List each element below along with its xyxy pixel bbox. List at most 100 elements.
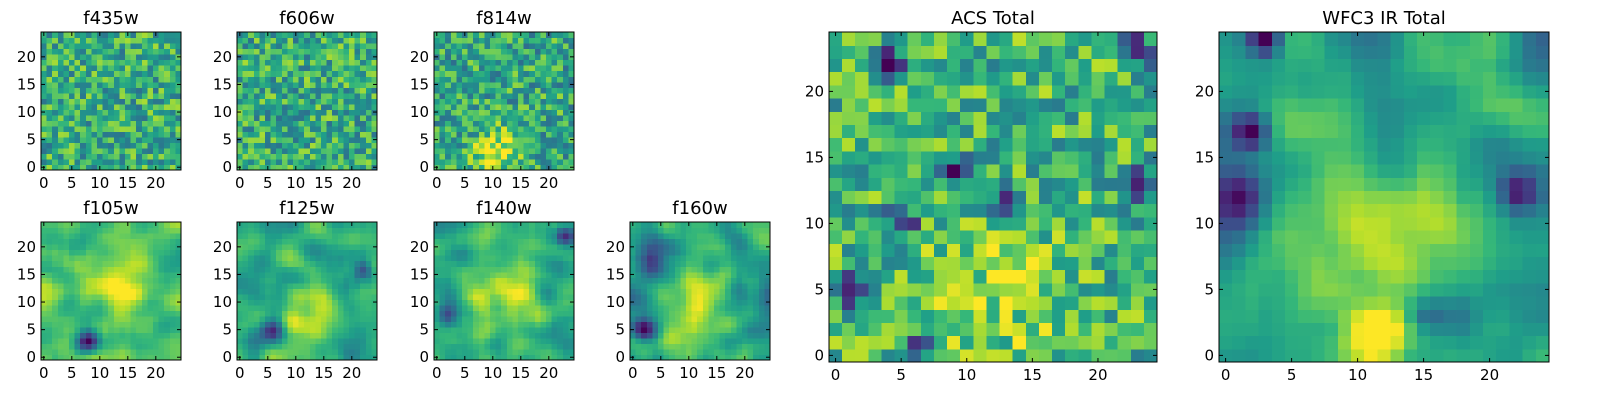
heatmap-cell xyxy=(691,222,698,229)
heatmap-cell xyxy=(439,343,446,350)
heatmap-cell xyxy=(669,321,676,328)
heatmap-cell xyxy=(450,54,457,61)
heatmap-cell xyxy=(719,255,726,262)
heatmap-cell xyxy=(158,92,165,99)
heatmap-cell xyxy=(518,59,525,66)
heatmap-cell xyxy=(298,48,305,55)
heatmap-cell xyxy=(147,282,154,289)
heatmap-cell xyxy=(119,120,126,127)
heatmap-cell xyxy=(478,293,485,300)
heatmap-cell xyxy=(52,32,59,39)
heatmap-cell xyxy=(680,249,687,256)
heatmap-cell xyxy=(484,153,491,160)
heatmap-cell xyxy=(669,282,676,289)
heatmap-cells xyxy=(41,32,182,171)
heatmap-cell xyxy=(663,260,670,267)
heatmap-cell xyxy=(467,255,474,262)
heatmap-cell xyxy=(663,348,670,356)
heatmap-cell xyxy=(495,76,502,83)
heatmap-cell xyxy=(175,321,182,328)
heatmap-cell xyxy=(557,332,564,339)
heatmap-cell xyxy=(85,332,92,339)
heatmap-cell xyxy=(259,98,266,105)
heatmap-cell xyxy=(343,249,350,256)
heatmap-cell xyxy=(108,131,115,138)
x-tick-label: 15 xyxy=(118,174,137,192)
heatmap-cell xyxy=(686,288,693,295)
heatmap-cell xyxy=(747,310,754,317)
heatmap-cell xyxy=(523,164,530,171)
heatmap-cell xyxy=(490,153,497,160)
heatmap-cell xyxy=(309,343,316,350)
heatmap-cell xyxy=(512,81,519,88)
heatmap-cell xyxy=(540,81,547,88)
heatmap-cell xyxy=(74,299,81,306)
x-tick-label: 0 xyxy=(432,364,442,382)
heatmap-cell xyxy=(534,158,541,166)
heatmap-cell xyxy=(753,310,760,317)
heatmap-cell xyxy=(326,304,333,311)
heatmap-cell xyxy=(518,337,525,345)
heatmap-cell xyxy=(986,203,1001,218)
heatmap-cell xyxy=(462,321,469,328)
heatmap-cell xyxy=(287,87,294,94)
heatmap-cell xyxy=(495,43,502,50)
heatmap-cell xyxy=(315,332,322,339)
heatmap-cell xyxy=(136,244,143,251)
heatmap-cell xyxy=(164,109,171,116)
heatmap-cell xyxy=(450,153,457,160)
heatmap-cell xyxy=(276,293,283,300)
heatmap-cell xyxy=(153,299,160,306)
heatmap-cell xyxy=(265,87,272,94)
heatmap-cell xyxy=(691,266,698,273)
heatmap-cell xyxy=(119,76,126,83)
heatmap-cell xyxy=(354,32,361,39)
heatmap-cell xyxy=(158,222,165,229)
heatmap-cell xyxy=(920,335,935,350)
heatmap-cell xyxy=(315,304,322,311)
heatmap-cell xyxy=(546,114,553,121)
heatmap-cells xyxy=(829,32,1158,363)
heatmap-cell xyxy=(360,87,367,94)
y-tick-label: 5 xyxy=(615,321,625,339)
heatmap-cell xyxy=(371,293,378,300)
heatmap-cell xyxy=(337,153,344,160)
heatmap-cell xyxy=(495,227,502,234)
heatmap-cell xyxy=(456,81,463,88)
heatmap-cell xyxy=(141,326,148,333)
heatmap-cell xyxy=(365,255,372,262)
heatmap-cell xyxy=(69,153,76,160)
heatmap-cell xyxy=(119,65,126,72)
heatmap-cell xyxy=(829,348,843,363)
heatmap-cell xyxy=(304,277,311,284)
heatmap-cell xyxy=(708,255,715,262)
heatmap-cell xyxy=(495,282,502,289)
heatmap-cell xyxy=(753,277,760,284)
heatmap-cell xyxy=(736,249,743,256)
heatmap-cell xyxy=(495,142,502,149)
heatmap-cell xyxy=(304,164,311,171)
heatmap-cell xyxy=(326,81,333,88)
heatmap-cell xyxy=(947,296,961,310)
heatmap-cell xyxy=(91,158,98,166)
heatmap-cell xyxy=(304,76,311,83)
heatmap-cell xyxy=(467,227,474,234)
heatmap-cell xyxy=(562,103,569,110)
heatmap-cell xyxy=(960,164,974,178)
heatmap-cell xyxy=(248,233,255,240)
heatmap-cell xyxy=(1065,216,1079,231)
heatmap-cell xyxy=(652,249,659,256)
heatmap-cell xyxy=(641,348,648,356)
heatmap-cell xyxy=(484,103,491,110)
heatmap-cell xyxy=(332,125,339,132)
heatmap-cell xyxy=(343,304,350,311)
x-tick-label: 5 xyxy=(263,174,273,192)
heatmap-cell xyxy=(697,238,704,245)
heatmap-cell xyxy=(764,255,771,262)
heatmap-cell xyxy=(534,114,541,121)
heatmap-cell xyxy=(147,343,154,350)
heatmap-cell xyxy=(125,255,132,262)
heatmap-cell xyxy=(501,310,508,317)
heatmap-cell xyxy=(102,271,109,278)
